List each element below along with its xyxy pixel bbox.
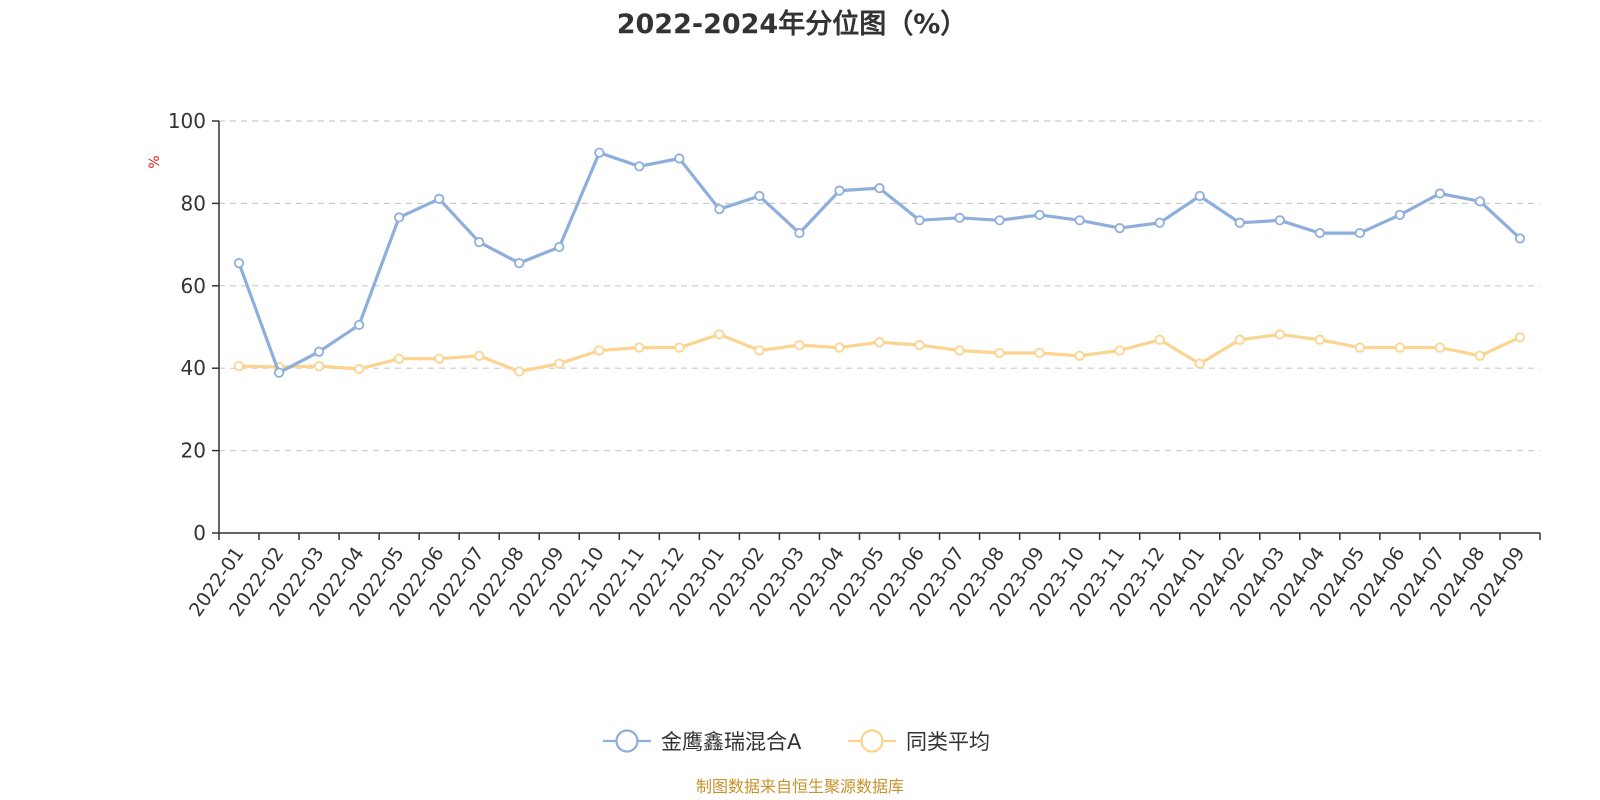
data-point-2-2022-05 xyxy=(394,353,405,364)
data-point-2-2022-03 xyxy=(313,361,325,372)
data-point-2-2022-12 xyxy=(674,342,685,353)
data-point-1-2024-09 xyxy=(1514,233,1526,244)
data-point-1-2022-07 xyxy=(474,237,485,248)
data-point-2-2024-07 xyxy=(1434,342,1446,353)
data-point-2-2023-09 xyxy=(1034,347,1045,359)
data-point-1-2022-03 xyxy=(313,346,325,357)
chart-title: 2022-2024年分位图（%） xyxy=(617,8,968,40)
legend-item-1[interactable]: 金鹰鑫瑞混合A xyxy=(603,729,802,754)
legend-label-1: 金鹰鑫瑞混合A xyxy=(661,730,802,754)
data-point-1-2022-11 xyxy=(634,161,645,172)
y-axis-label: % xyxy=(147,155,163,168)
data-point-1-2023-03 xyxy=(794,227,805,239)
legend-label-2: 同类平均 xyxy=(906,730,990,754)
data-point-1-2023-12 xyxy=(1154,217,1165,228)
y-tick-label-20: 20 xyxy=(181,439,206,463)
gridlines xyxy=(219,120,1540,452)
data-point-2-2023-01 xyxy=(714,329,725,340)
data-point-2-2022-09 xyxy=(554,358,565,369)
data-point-2-2023-05 xyxy=(874,337,885,348)
data-point-2-2024-02 xyxy=(1234,334,1245,345)
y-tick-label-100: 100 xyxy=(168,109,206,133)
data-point-1-2024-02 xyxy=(1234,217,1245,228)
data-point-2-2022-06 xyxy=(434,353,445,364)
data-point-2-2022-10 xyxy=(594,345,605,356)
data-point-1-2023-04 xyxy=(834,185,845,196)
data-point-1-2024-05 xyxy=(1354,227,1365,239)
data-point-1-2023-10 xyxy=(1074,215,1085,226)
data-point-2-2023-03 xyxy=(794,340,805,351)
data-point-2-2023-02 xyxy=(754,345,765,356)
data-point-1-2022-02 xyxy=(273,367,285,378)
data-point-2-2023-10 xyxy=(1074,350,1085,361)
data-point-1-2024-08 xyxy=(1474,196,1486,207)
data-point-2-2024-05 xyxy=(1354,342,1365,353)
data-source-note: 制图数据来自恒生聚源数据库 xyxy=(696,777,904,796)
data-point-1-2022-12 xyxy=(674,153,685,164)
data-point-1-2024-01 xyxy=(1194,190,1205,202)
data-point-2-2023-08 xyxy=(994,347,1005,359)
legend[interactable]: 金鹰鑫瑞混合A 同类平均 xyxy=(603,729,990,754)
data-point-2-2023-07 xyxy=(954,345,965,356)
data-point-2-2024-08 xyxy=(1474,350,1486,361)
data-point-1-2024-04 xyxy=(1314,227,1325,239)
series-2 xyxy=(233,329,1526,377)
y-tick-label-40: 40 xyxy=(181,356,206,380)
data-point-1-2024-07 xyxy=(1434,188,1446,199)
legend-marker-2 xyxy=(860,729,884,753)
data-point-1-2022-01 xyxy=(233,258,245,269)
data-point-1-2023-06 xyxy=(914,215,925,226)
data-point-2-2022-08 xyxy=(514,366,525,377)
y-tick-label-60: 60 xyxy=(181,274,206,298)
data-point-2-2023-12 xyxy=(1154,334,1165,345)
data-point-2-2024-09 xyxy=(1514,332,1526,343)
data-point-2-2022-04 xyxy=(354,363,365,375)
y-tick-label-80: 80 xyxy=(181,191,206,215)
data-point-1-2023-02 xyxy=(754,190,765,202)
series-1 xyxy=(233,147,1526,378)
data-point-1-2022-10 xyxy=(594,147,605,158)
data-point-1-2023-11 xyxy=(1114,223,1125,234)
data-point-2-2022-07 xyxy=(474,350,485,361)
series-layer xyxy=(233,147,1526,378)
data-point-2-2022-01 xyxy=(233,361,245,372)
data-point-1-2022-04 xyxy=(354,319,365,331)
legend-item-2[interactable]: 同类平均 xyxy=(848,729,990,754)
data-point-2-2024-01 xyxy=(1194,358,1205,369)
data-point-2-2023-04 xyxy=(834,342,845,353)
data-point-1-2023-08 xyxy=(994,215,1005,226)
data-point-1-2022-06 xyxy=(434,193,445,204)
data-point-1-2022-09 xyxy=(554,241,565,253)
data-point-1-2022-05 xyxy=(394,212,405,223)
data-point-2-2024-06 xyxy=(1394,342,1405,353)
data-point-1-2022-08 xyxy=(514,258,525,269)
y-tick-label-0: 0 xyxy=(193,521,206,545)
data-point-1-2024-06 xyxy=(1394,209,1405,221)
data-point-2-2023-11 xyxy=(1114,345,1125,356)
data-point-1-2024-03 xyxy=(1274,215,1285,226)
data-point-1-2023-01 xyxy=(714,204,725,215)
data-point-2-2024-04 xyxy=(1314,334,1325,345)
data-point-2-2022-11 xyxy=(634,342,645,353)
data-point-1-2023-07 xyxy=(954,212,965,223)
data-point-1-2023-09 xyxy=(1034,209,1045,221)
data-point-2-2023-06 xyxy=(914,340,925,351)
legend-marker-1 xyxy=(615,729,639,753)
data-point-1-2023-05 xyxy=(874,183,885,194)
data-point-2-2024-03 xyxy=(1274,329,1285,340)
